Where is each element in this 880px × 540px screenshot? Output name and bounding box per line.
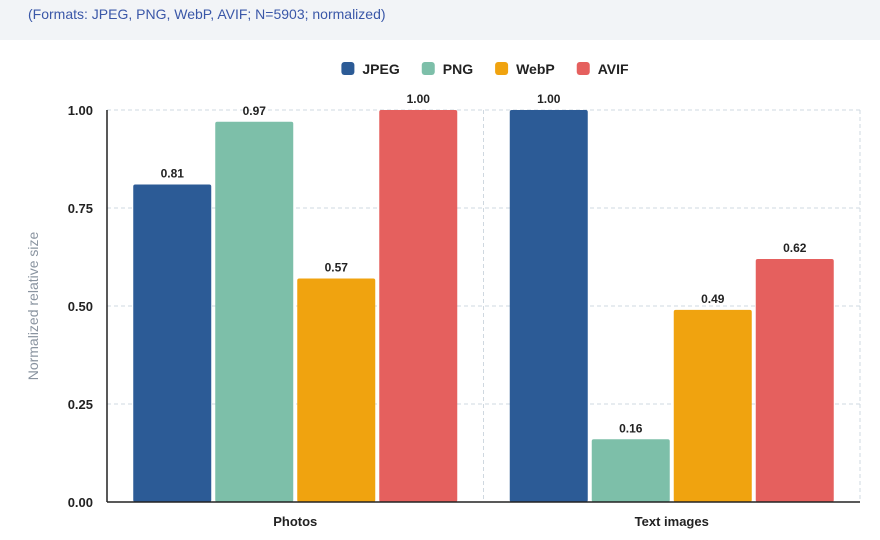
y-axis-label: Normalized relative size (25, 231, 41, 380)
data-label: 0.57 (325, 261, 349, 275)
axes: 0.00 0.25 0.50 0.75 1.00 Normalized relative … (25, 103, 860, 529)
legend-swatch-webp (495, 62, 509, 75)
bar-jpeg-0 (133, 184, 212, 503)
bar-webp-0 (297, 278, 376, 502)
x-tick-label: Photos (273, 514, 317, 529)
legend-swatch-png (421, 62, 435, 75)
bar-webp-1 (673, 309, 752, 502)
data-label: 1.00 (407, 92, 431, 106)
bar-avif-0 (379, 110, 458, 502)
legend-label: WebP (516, 61, 555, 77)
legend-swatch-avif (576, 62, 590, 75)
y-tick-label: 0.00 (68, 495, 93, 510)
y-tick-label: 0.50 (68, 299, 93, 314)
data-label: 0.81 (161, 166, 185, 180)
y-tick-label: 0.25 (68, 397, 93, 412)
y-tick-label: 0.75 (68, 201, 93, 216)
bars: 0.81 0.97 0.57 1.00 1.00 0.16 0.49 0.62 (133, 92, 834, 503)
grid-lines (107, 109, 861, 502)
data-label: 0.49 (701, 292, 725, 306)
data-label: 0.16 (619, 421, 643, 435)
chart-subtitle: (Formats: JPEG, PNG, WebP, AVIF; N=5903;… (28, 6, 386, 22)
data-label: 0.97 (243, 104, 267, 118)
legend-label: AVIF (598, 61, 629, 77)
legend-swatch-jpeg (341, 62, 355, 75)
legend: JPEG PNG WebP AVIF (341, 61, 629, 77)
bar-png-0 (215, 121, 294, 502)
legend-label: JPEG (362, 61, 399, 77)
bar-avif-1 (755, 258, 834, 502)
data-label: 1.00 (537, 92, 561, 106)
legend-label: PNG (443, 61, 473, 77)
bar-png-1 (591, 439, 670, 502)
data-label: 0.62 (783, 241, 807, 255)
y-tick-label: 1.00 (68, 103, 93, 118)
bar-jpeg-1 (509, 110, 588, 502)
x-tick-label: Text images (635, 514, 709, 529)
header-band (0, 0, 880, 40)
